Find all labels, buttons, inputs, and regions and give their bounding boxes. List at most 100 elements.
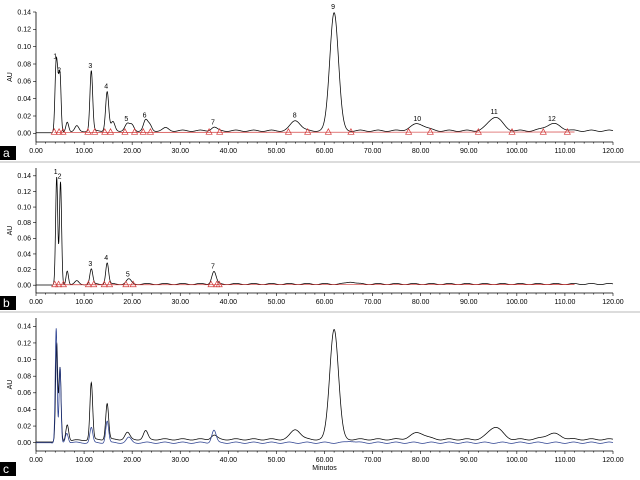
peak-marker [205,128,213,135]
x-tick-label: 80.00 [412,457,430,464]
panel-letter-badge [0,146,16,160]
peak-marker [324,128,332,135]
panel-letter-badge [0,296,16,310]
peak-marker [90,280,98,288]
peak-marker [207,280,215,288]
y-tick-label: 0.14 [17,9,31,16]
x-tick-label: 70.00 [364,148,382,155]
x-tick-label: 30.00 [171,299,189,306]
y-axis-title: AU [7,72,14,82]
y-tick-label: 0.04 [17,96,31,103]
peak-label: 7 [211,119,215,126]
x-tick-label: 40.00 [220,148,238,155]
x-tick-label: 40.00 [220,299,238,306]
x-tick-label: 30.00 [171,148,189,155]
peak-marker [146,128,155,135]
x-tick-label: 60.00 [316,299,334,306]
y-tick-label: 0.14 [17,324,31,331]
y-tick-label: 0.02 [17,113,31,120]
y-tick-label: 0.10 [17,44,31,51]
peak-marker [304,128,312,135]
x-tick-label: 10.00 [75,148,93,155]
x-tick-label: 20.00 [123,299,141,306]
x-tick-label: 90.00 [460,299,478,306]
x-tick-label: 10.00 [75,299,93,306]
series-line-2 [36,328,614,444]
y-tick-label: 0.14 [17,173,31,180]
x-tick-label: 70.00 [364,457,382,464]
x-tick-label: 110.00 [554,299,575,306]
peak-label: 7 [211,264,215,271]
y-tick-label: 0.04 [17,251,31,258]
x-tick-label: 0.00 [29,457,43,464]
x-tick-label: 20.00 [123,457,141,464]
y-tick-label: 0.12 [17,340,31,347]
peak-label: 6 [143,112,147,119]
series-line-1 [36,329,614,443]
y-tick-label: 0.00 [17,283,31,290]
peak-marker [129,280,137,288]
peak-label: 4 [104,255,108,262]
x-tick-label: 60.00 [316,148,334,155]
x-tick-label: 50.00 [268,457,286,464]
peak-label: 11 [491,109,498,116]
peak-label: 5 [124,116,128,123]
x-tick-label: 60.00 [316,457,334,464]
x-tick-label: 50.00 [268,148,286,155]
x-tick-label: 80.00 [412,299,430,306]
panel-letter: c [3,462,9,476]
x-tick-label: 10.00 [75,457,93,464]
y-tick-label: 0.04 [17,407,31,414]
peak-marker [508,128,516,135]
x-tick-label: 0.00 [29,148,43,155]
x-tick-label: 90.00 [460,457,478,464]
y-tick-label: 0.10 [17,357,31,364]
x-tick-label: 40.00 [220,457,238,464]
peak-marker [139,128,147,135]
x-axis-title: Minutos [312,465,337,472]
y-tick-label: 0.06 [17,390,31,397]
peak-marker [122,280,130,288]
peak-marker [121,128,129,135]
x-tick-label: 90.00 [460,148,478,155]
y-tick-label: 0.00 [17,131,31,138]
x-tick-label: 120.00 [602,457,624,464]
peak-label: 5 [126,271,130,278]
peak-marker [91,128,99,135]
peak-marker [55,280,63,288]
peak-label: 3 [88,261,92,268]
peak-marker [51,280,59,288]
y-tick-label: 0.12 [17,27,31,34]
peak-label: 10 [413,116,421,123]
x-tick-label: 120.00 [602,148,624,155]
peak-marker [284,128,293,135]
x-tick-label: 100.00 [506,457,528,464]
peak-marker [426,128,434,135]
y-tick-label: 0.08 [17,61,31,68]
x-tick-label: 80.00 [412,148,430,155]
peak-marker [405,128,413,135]
peak-marker [84,128,92,135]
x-tick-label: 110.00 [554,457,575,464]
chromatogram-trace [36,12,614,134]
x-tick-label: 100.00 [506,299,528,306]
x-tick-label: 50.00 [268,299,286,306]
panel-letter: b [3,296,10,310]
peak-label: 12 [548,116,556,123]
peak-marker [50,128,58,135]
peak-marker [55,128,63,135]
peak-marker [84,280,93,288]
peak-label: 4 [104,84,108,91]
y-tick-label: 0.00 [17,440,31,447]
peak-marker [59,128,67,135]
x-tick-label: 20.00 [123,148,141,155]
peak-label: 2 [57,67,61,74]
peak-marker [105,280,114,288]
peak-label: 1 [53,53,57,60]
y-axis-title: AU [7,226,14,236]
y-tick-label: 0.10 [17,204,31,211]
peak-label: 1 [54,169,58,176]
peak-marker [106,128,115,135]
y-tick-label: 0.08 [17,220,31,227]
